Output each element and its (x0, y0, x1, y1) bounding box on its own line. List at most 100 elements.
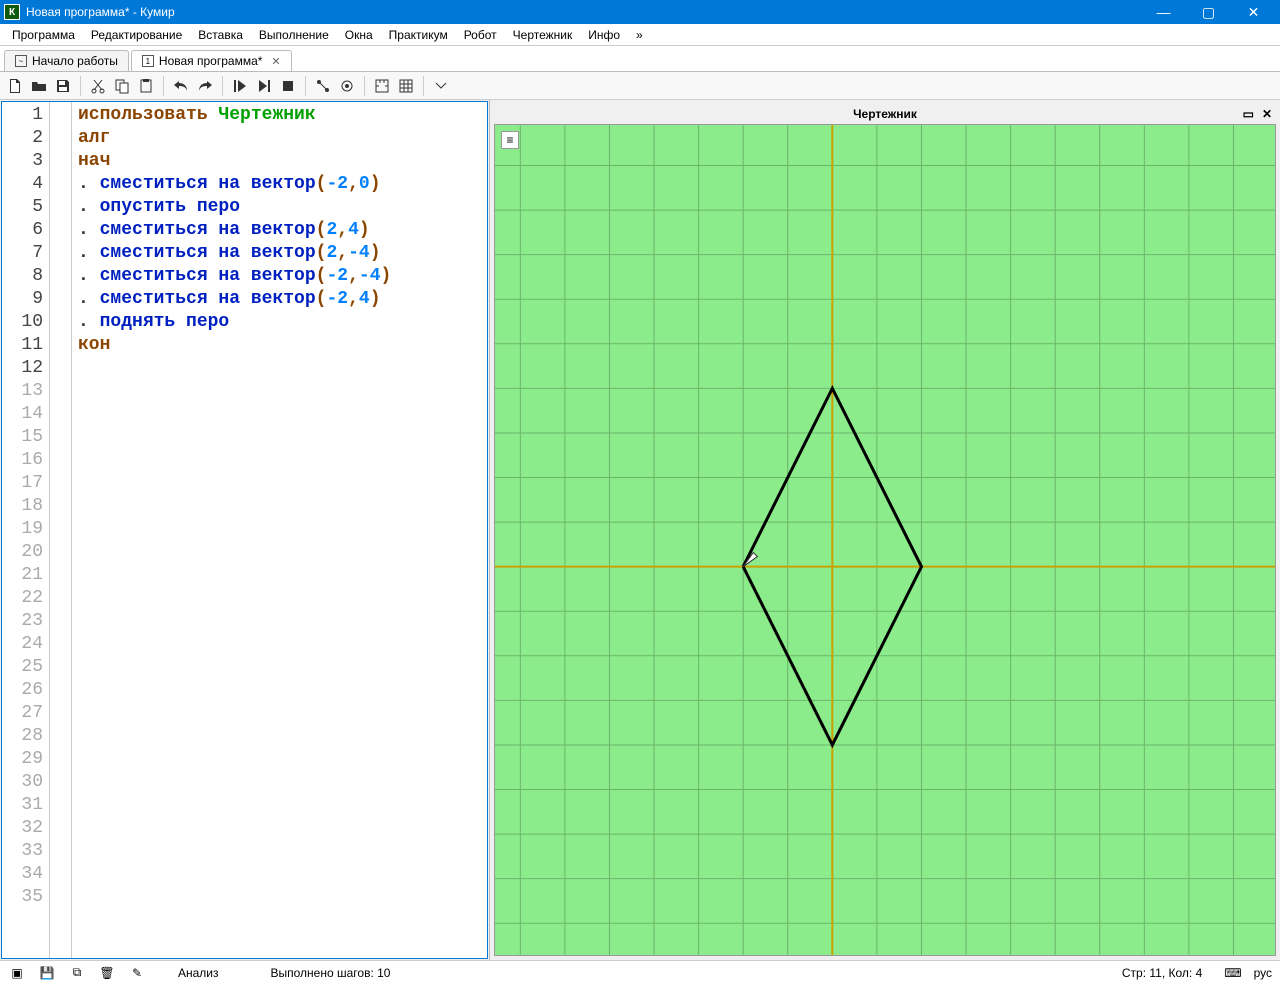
canvas-title: Чертежник (853, 107, 917, 121)
menu-редактирование[interactable]: Редактирование (83, 26, 190, 44)
line-number: 35 (4, 886, 43, 909)
new-file-button[interactable] (4, 75, 26, 97)
tab-close-icon[interactable]: ✕ (271, 55, 280, 68)
line-number: 22 (4, 587, 43, 610)
line-number: 9 (4, 288, 43, 311)
code-line: . сместиться на вектор(-2,0) (78, 173, 481, 196)
canvas-close-icon[interactable]: ✕ (1262, 107, 1272, 121)
line-number: 20 (4, 541, 43, 564)
tool-more-button[interactable] (430, 75, 452, 97)
line-number: 25 (4, 656, 43, 679)
line-number: 31 (4, 794, 43, 817)
copy-button[interactable] (111, 75, 133, 97)
canvas-header: Чертежник ▭ ✕ (494, 104, 1276, 124)
line-number: 28 (4, 725, 43, 748)
menu-окна[interactable]: Окна (337, 26, 381, 44)
menu-выполнение[interactable]: Выполнение (251, 26, 337, 44)
status-save-icon[interactable]: 💾 (38, 964, 56, 982)
code-line: алг (78, 127, 481, 150)
tab-новая-программа*[interactable]: 1Новая программа*✕ (131, 50, 292, 71)
tab-label: Начало работы (32, 54, 118, 68)
app-icon: К (4, 4, 20, 20)
line-number: 34 (4, 863, 43, 886)
menu-инфо[interactable]: Инфо (580, 26, 628, 44)
tool-ruler-button[interactable] (371, 75, 393, 97)
line-number: 26 (4, 679, 43, 702)
line-number: 23 (4, 610, 43, 633)
line-number: 1 (4, 104, 43, 127)
tool-vars-button[interactable] (312, 75, 334, 97)
line-number: 11 (4, 334, 43, 357)
statusbar: ▣ 💾 ⧉ 🗑 ✎ Анализ Выполнено шагов: 10 Стр… (0, 960, 1280, 984)
line-number: 12 (4, 357, 43, 380)
menu-робот[interactable]: Робот (456, 26, 505, 44)
line-number: 30 (4, 771, 43, 794)
code-line: . опустить перо (78, 196, 481, 219)
menu-программа[interactable]: Программа (4, 26, 83, 44)
line-number: 5 (4, 196, 43, 219)
canvas-pane: Чертежник ▭ ✕ ≡ (490, 100, 1280, 960)
code-line: использовать Чертежник (78, 104, 481, 127)
line-number: 7 (4, 242, 43, 265)
line-number: 32 (4, 817, 43, 840)
code-line: . сместиться на вектор(2,-4) (78, 242, 481, 265)
status-console-icon[interactable]: ▣ (8, 964, 26, 982)
code-area[interactable]: использовать Чертежникалгнач. сместиться… (72, 102, 487, 958)
editor-pane: 1234567891011121314151617181920212223242… (0, 100, 490, 960)
open-file-button[interactable] (28, 75, 50, 97)
toolbar (0, 72, 1280, 100)
canvas-maximize-icon[interactable]: ▭ (1243, 107, 1254, 121)
menu-практикум[interactable]: Практикум (381, 26, 456, 44)
line-number: 17 (4, 472, 43, 495)
line-number: 15 (4, 426, 43, 449)
line-number: 8 (4, 265, 43, 288)
menu-вставка[interactable]: Вставка (190, 26, 251, 44)
step-button[interactable] (253, 75, 275, 97)
line-number: 6 (4, 219, 43, 242)
menu-чертежник[interactable]: Чертежник (505, 26, 581, 44)
redo-button[interactable] (194, 75, 216, 97)
paste-button[interactable] (135, 75, 157, 97)
line-number: 13 (4, 380, 43, 403)
status-position: Стр: 11, Кол: 4 (1122, 966, 1202, 980)
line-number: 14 (4, 403, 43, 426)
line-number: 2 (4, 127, 43, 150)
minimize-button[interactable]: — (1141, 0, 1186, 24)
stop-button[interactable] (277, 75, 299, 97)
tool-grid-button[interactable] (395, 75, 417, 97)
run-button[interactable] (229, 75, 251, 97)
status-mode: Анализ (178, 966, 219, 980)
line-number: 3 (4, 150, 43, 173)
line-number: 16 (4, 449, 43, 472)
code-line: . сместиться на вектор(2,4) (78, 219, 481, 242)
tabbar: ~Начало работы1Новая программа*✕ (0, 46, 1280, 72)
close-button[interactable]: ✕ (1231, 0, 1276, 24)
tab-начало-работы[interactable]: ~ Начало работы (4, 50, 129, 71)
code-line: . сместиться на вектор(-2,4) (78, 288, 481, 311)
tool-breakpoint-button[interactable] (336, 75, 358, 97)
undo-button[interactable] (170, 75, 192, 97)
line-number: 10 (4, 311, 43, 334)
canvas-menu-button[interactable]: ≡ (501, 131, 519, 149)
code-editor[interactable]: 1234567891011121314151617181920212223242… (1, 101, 488, 959)
line-number: 27 (4, 702, 43, 725)
cut-button[interactable] (87, 75, 109, 97)
code-line: кон (78, 334, 481, 357)
status-keyboard-icon[interactable]: ⌨ (1224, 966, 1241, 980)
maximize-button[interactable]: ▢ (1186, 0, 1231, 24)
window-title: Новая программа* - Кумир (26, 5, 1141, 19)
save-file-button[interactable] (52, 75, 74, 97)
line-number: 24 (4, 633, 43, 656)
status-edit-icon[interactable]: ✎ (128, 964, 146, 982)
status-copy-icon[interactable]: ⧉ (68, 964, 86, 982)
line-number: 19 (4, 518, 43, 541)
canvas-area[interactable]: ≡ (494, 124, 1276, 956)
status-steps: Выполнено шагов: 10 (271, 966, 391, 980)
tab-label: Новая программа* (159, 54, 263, 68)
tab-icon: ~ (15, 55, 27, 67)
menu-»[interactable]: » (628, 26, 651, 44)
line-number: 33 (4, 840, 43, 863)
line-number-gutter: 1234567891011121314151617181920212223242… (2, 102, 50, 958)
line-number: 18 (4, 495, 43, 518)
status-delete-icon[interactable]: 🗑 (98, 964, 116, 982)
